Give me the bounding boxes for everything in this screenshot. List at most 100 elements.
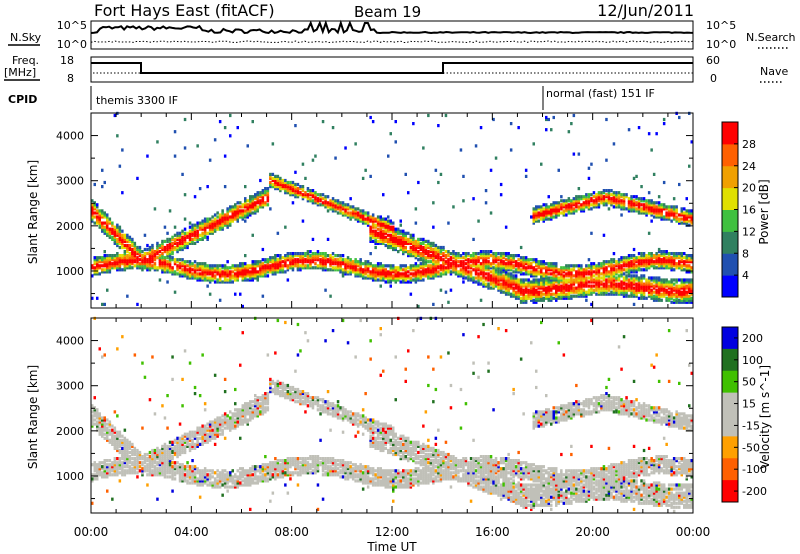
power-cell xyxy=(642,288,646,292)
velocity-cell xyxy=(171,465,174,469)
power-cell xyxy=(535,219,538,223)
velocity-cell xyxy=(181,442,184,446)
power-cell xyxy=(366,276,370,280)
power-cell xyxy=(507,288,510,292)
power-cell xyxy=(113,225,117,229)
power-cell xyxy=(389,132,392,136)
power-cell xyxy=(402,235,405,239)
velocity-cell xyxy=(181,475,184,479)
velocity-cell xyxy=(93,475,96,479)
power-cell xyxy=(234,217,237,221)
power-cell xyxy=(374,235,377,239)
power-cell xyxy=(379,284,382,288)
power-cell xyxy=(522,280,525,284)
power-cell xyxy=(286,268,290,272)
power-cell xyxy=(597,286,601,290)
velocity-cell xyxy=(113,467,117,471)
power-cell xyxy=(637,264,641,268)
power-cell xyxy=(171,245,174,250)
power-cell xyxy=(389,245,392,250)
power-cell xyxy=(376,221,380,225)
power-cell xyxy=(537,284,540,288)
power-cell xyxy=(241,272,244,276)
velocity-cell xyxy=(126,457,129,461)
power-cell xyxy=(612,142,616,146)
power-cell xyxy=(642,286,646,290)
velocity-cell xyxy=(171,477,174,481)
power-cell xyxy=(504,264,508,268)
power-cell xyxy=(437,270,440,274)
power-cell xyxy=(161,243,164,248)
power-cell xyxy=(329,254,332,258)
power-cell xyxy=(193,241,197,245)
power-cell xyxy=(101,215,104,219)
power-cell xyxy=(545,282,548,286)
power-cell xyxy=(642,296,646,300)
power-cell xyxy=(116,258,119,262)
velocity-cell xyxy=(161,465,164,469)
power-cell xyxy=(660,252,663,256)
power-cell xyxy=(678,292,681,296)
power-cell xyxy=(499,278,503,282)
power-cell xyxy=(319,252,322,256)
power-cell xyxy=(208,264,212,268)
power-cell xyxy=(690,300,693,304)
power-cell xyxy=(688,290,691,294)
power-cell xyxy=(424,239,428,243)
power-cell xyxy=(522,292,525,296)
power-cell xyxy=(467,274,470,278)
power-cell xyxy=(151,256,154,260)
power-cell xyxy=(555,296,558,300)
power-cell xyxy=(161,245,164,250)
velocity-cell xyxy=(156,455,159,459)
power-cell xyxy=(93,258,96,262)
power-cell xyxy=(394,233,397,237)
power-cell xyxy=(231,276,234,280)
power-cell xyxy=(193,270,197,274)
power-cell xyxy=(261,258,265,262)
power-cell xyxy=(208,219,212,223)
power-cell xyxy=(351,205,355,209)
power-cell xyxy=(96,211,99,215)
power-cell xyxy=(138,258,142,262)
power-cell xyxy=(269,172,272,176)
power-cell xyxy=(246,211,249,215)
power-cell xyxy=(294,258,297,262)
power-cell xyxy=(427,276,430,280)
power-cell xyxy=(497,286,500,290)
power-cell xyxy=(494,278,498,282)
power-cell xyxy=(447,300,450,304)
power-cell xyxy=(93,272,96,276)
power-cell xyxy=(580,195,583,199)
power-cell xyxy=(231,266,234,270)
power-cell xyxy=(309,254,312,258)
power-cell xyxy=(567,286,571,290)
power-cell xyxy=(635,207,638,211)
power-cell xyxy=(472,268,475,272)
power-cell xyxy=(683,252,686,256)
velocity-cell xyxy=(161,455,164,459)
power-cell xyxy=(447,254,450,258)
velocity-cell xyxy=(141,463,144,467)
power-cell xyxy=(577,278,581,282)
cpid-label: CPID xyxy=(8,93,37,106)
power-cell xyxy=(678,213,681,217)
power-cell xyxy=(374,231,377,235)
power-cell xyxy=(650,278,653,282)
power-cell xyxy=(550,278,553,282)
power-cell xyxy=(567,296,571,300)
power-cell xyxy=(98,223,101,227)
power-cell xyxy=(331,197,335,201)
power-cell xyxy=(585,193,588,197)
power-cell xyxy=(509,282,513,286)
power-cell xyxy=(660,292,663,296)
power-cell xyxy=(627,128,631,132)
power-cell xyxy=(597,191,601,195)
power-cell xyxy=(211,225,214,229)
power-cell xyxy=(645,262,648,266)
power-cell xyxy=(196,233,199,237)
power-cell xyxy=(321,260,325,264)
power-cell xyxy=(126,254,129,258)
power-cell xyxy=(502,286,505,290)
power-cell xyxy=(688,264,691,268)
